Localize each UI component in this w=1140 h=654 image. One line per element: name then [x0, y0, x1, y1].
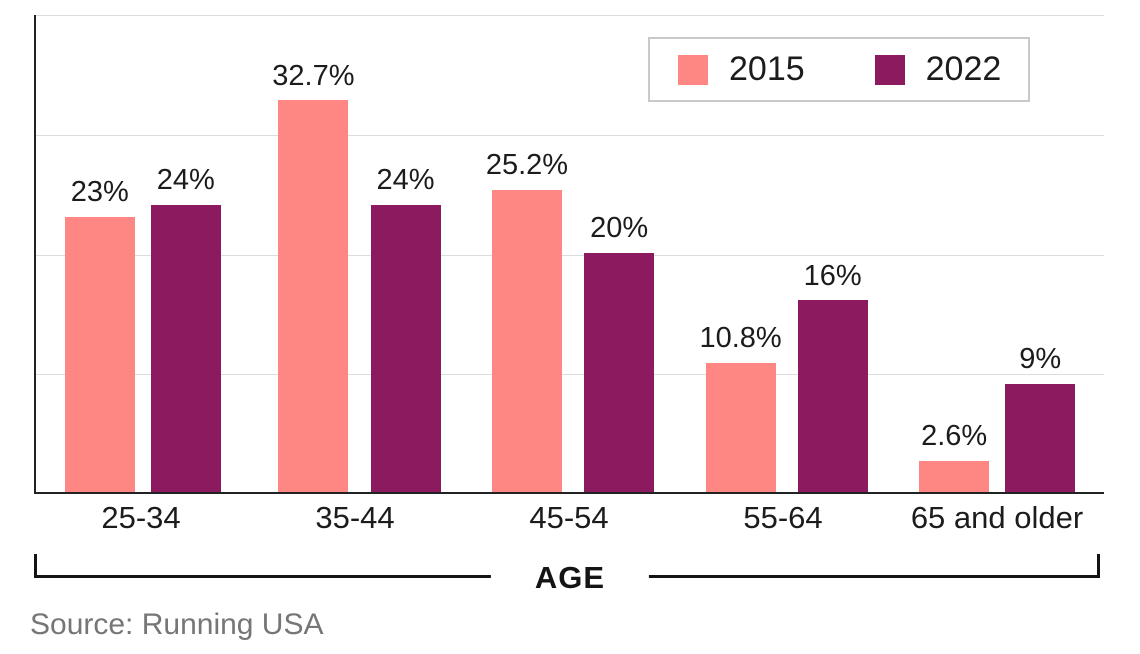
bar-2022-45-54	[584, 252, 655, 492]
bar-slot: 24%	[370, 15, 441, 492]
bar-2022-65-and-older	[1005, 384, 1076, 492]
plot-area: 23% 24% 32.7% 24% 25.2% 20% 10.8% 16% 2.6% 9%	[34, 15, 1104, 494]
legend-swatch-2015	[678, 54, 708, 85]
value-label-2015-45-54: 25.2%	[485, 149, 569, 182]
value-label-2015-65-and-older: 2.6%	[921, 420, 988, 453]
gridline-20	[36, 254, 1104, 256]
bar-slot: 20%	[584, 15, 655, 492]
x-tick-label-55-64: 55-64	[743, 500, 823, 535]
value-label-2015-35-44: 32.7%	[272, 59, 355, 92]
bar-2022-55-64	[797, 300, 868, 492]
legend: 2015 2022	[648, 37, 1030, 102]
bar-slot: 32.7%	[272, 15, 355, 492]
bar-2015-35-44	[278, 100, 349, 492]
bar-2015-65-and-older	[919, 460, 990, 492]
bar-group-25-34: 23% 24%	[36, 15, 250, 492]
x-axis-title: AGE	[490, 558, 650, 598]
bar-slot: 25.2%	[486, 15, 568, 492]
bar-2015-25-34	[64, 216, 135, 492]
bar-2015-45-54	[491, 190, 562, 492]
gridline-40	[36, 15, 1104, 16]
value-label-2022-35-44: 24%	[376, 163, 435, 196]
gridline-10	[36, 374, 1104, 376]
bar-slot: 2.6%	[919, 15, 990, 492]
x-axis-labels: 25-34 35-44 45-54 55-64 65 and older	[34, 500, 1104, 536]
bar-2022-25-34	[150, 204, 221, 492]
value-label-2015-55-64: 10.8%	[699, 321, 782, 354]
value-label-2015-25-34: 23%	[70, 175, 129, 208]
legend-item-2015: 2015	[678, 50, 805, 89]
value-label-2022-45-54: 20%	[590, 211, 649, 244]
bar-slot: 10.8%	[699, 15, 782, 492]
legend-item-2022: 2022	[874, 50, 1002, 89]
value-label-2022-25-34: 24%	[156, 163, 215, 196]
gridline-30	[36, 134, 1104, 136]
bar-group-65-and-older: 2.6% 9%	[890, 15, 1104, 492]
x-tick-label-45-54: 45-54	[529, 500, 609, 535]
bar-2015-55-64	[705, 362, 776, 492]
legend-label-2015: 2015	[729, 50, 805, 88]
bar-slot: 16%	[797, 15, 868, 492]
value-label-2022-65-and-older: 9%	[1019, 343, 1062, 376]
bar-2022-35-44	[370, 204, 441, 492]
x-tick-label-35-44: 35-44	[315, 500, 395, 535]
bar-group-55-64: 10.8% 16%	[677, 15, 891, 492]
bar-slot: 23%	[64, 15, 135, 492]
bar-slot: 24%	[150, 15, 221, 492]
x-tick-label-65-and-older: 65 and older	[910, 500, 1084, 535]
bar-groups: 23% 24% 32.7% 24% 25.2% 20% 10.8% 16% 2.6% 9%	[36, 15, 1104, 492]
source-note: Source: Running USA	[30, 608, 324, 641]
legend-label-2022: 2022	[925, 50, 1002, 88]
x-tick-label-25-34: 25-34	[101, 500, 181, 535]
bar-group-45-54: 25.2% 20%	[463, 15, 677, 492]
legend-swatch-2022	[874, 54, 905, 85]
value-label-2022-55-64: 16%	[803, 259, 862, 292]
bar-slot: 9%	[1005, 15, 1076, 492]
bar-group-35-44: 32.7% 24%	[250, 15, 464, 492]
